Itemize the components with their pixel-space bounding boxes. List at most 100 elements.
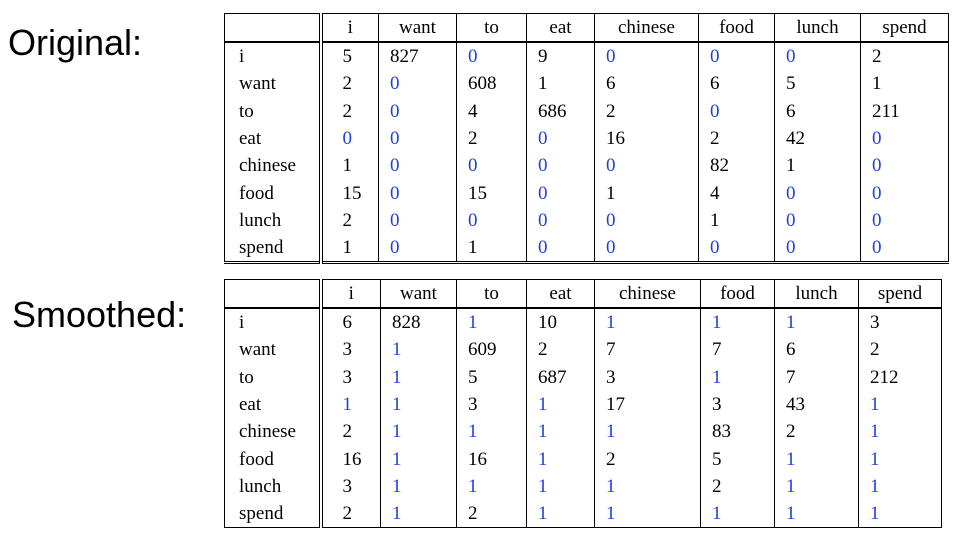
- count-cell: 1: [318, 390, 381, 419]
- column-header-chinese: chinese: [594, 13, 699, 43]
- table-row: to 3 1 5 687 3 1 7 212: [224, 363, 942, 391]
- count-cell: 7: [774, 363, 859, 391]
- table-header-row: i want to eat chinese food lunch spend: [224, 279, 942, 309]
- count-cell: 2: [318, 500, 381, 529]
- count-cell: 1: [700, 500, 775, 529]
- count-cell: 3: [456, 390, 527, 419]
- count-cell: 0: [698, 234, 775, 265]
- column-header-i: i: [318, 13, 379, 43]
- count-cell: 0: [526, 179, 595, 207]
- count-cell: 6: [318, 307, 381, 337]
- count-cell: 0: [378, 179, 457, 207]
- count-cell: 0: [378, 206, 457, 235]
- count-cell: 0: [594, 234, 699, 265]
- count-cell: 16: [456, 445, 527, 473]
- count-cell: 0: [526, 124, 595, 153]
- count-cell: 4: [698, 179, 775, 207]
- count-cell: 687: [526, 363, 595, 391]
- smoothed-bigram-table: i want to eat chinese food lunch spend i 6 828 1 10…: [224, 279, 942, 529]
- row-header-eat: eat: [224, 390, 321, 419]
- count-cell: 1: [526, 418, 595, 446]
- count-cell: 0: [594, 152, 699, 180]
- count-cell: 0: [774, 41, 861, 71]
- count-cell: 16: [318, 445, 381, 473]
- count-cell: 1: [380, 472, 457, 501]
- count-cell: 9: [526, 41, 595, 71]
- count-cell: 83: [700, 418, 775, 446]
- count-cell: 1: [774, 307, 859, 337]
- count-cell: 0: [860, 152, 949, 180]
- count-cell: 1: [594, 179, 699, 207]
- count-cell: 0: [698, 97, 775, 125]
- column-header-lunch: lunch: [774, 13, 861, 43]
- count-cell: 0: [526, 234, 595, 265]
- count-cell: 2: [774, 418, 859, 446]
- count-cell: 608: [456, 70, 527, 98]
- row-header-food: food: [224, 179, 321, 207]
- count-cell: 1: [526, 70, 595, 98]
- count-cell: 1: [380, 336, 457, 364]
- row-header-want: want: [224, 336, 321, 364]
- column-header-lunch: lunch: [774, 279, 859, 309]
- corner-header-cell: [224, 279, 321, 309]
- count-cell: 16: [594, 124, 699, 153]
- count-cell: 0: [594, 41, 699, 71]
- count-cell: 2: [318, 418, 381, 446]
- count-cell: 828: [380, 307, 457, 337]
- column-header-food: food: [698, 13, 775, 43]
- count-cell: 6: [698, 70, 775, 98]
- count-cell: 0: [378, 234, 457, 265]
- table-row: food 16 1 16 1 2 5 1 1: [224, 445, 942, 473]
- count-cell: 0: [378, 70, 457, 98]
- table-row: eat 0 0 2 0 16 2 42 0: [224, 124, 949, 153]
- count-cell: 1: [698, 206, 775, 235]
- count-cell: 1: [456, 418, 527, 446]
- count-cell: 1: [380, 500, 457, 529]
- count-cell: 0: [594, 206, 699, 235]
- count-cell: 4: [456, 97, 527, 125]
- column-header-chinese: chinese: [594, 279, 701, 309]
- count-cell: 2: [858, 336, 942, 364]
- count-cell: 3: [858, 307, 942, 337]
- row-header-to: to: [224, 97, 321, 125]
- count-cell: 2: [318, 70, 379, 98]
- count-cell: 2: [526, 336, 595, 364]
- count-cell: 1: [594, 500, 701, 529]
- table-row: spend 1 0 1 0 0 0 0 0: [224, 234, 949, 265]
- count-cell: 0: [774, 179, 861, 207]
- column-header-want: want: [378, 13, 457, 43]
- table-row: i 5 827 0 9 0 0 0 2: [224, 41, 949, 71]
- count-cell: 1: [526, 472, 595, 501]
- count-cell: 5: [318, 41, 379, 71]
- count-cell: 1: [318, 152, 379, 180]
- column-header-spend: spend: [858, 279, 942, 309]
- count-cell: 7: [594, 336, 701, 364]
- count-cell: 2: [594, 97, 699, 125]
- count-cell: 1: [456, 234, 527, 265]
- smoothed-label: Smoothed:: [12, 294, 187, 335]
- count-cell: 1: [774, 500, 859, 529]
- count-cell: 1: [380, 363, 457, 391]
- count-cell: 212: [858, 363, 942, 391]
- count-cell: 3: [700, 390, 775, 419]
- count-cell: 2: [594, 445, 701, 473]
- table-row: chinese 1 0 0 0 0 82 1 0: [224, 152, 949, 180]
- count-cell: 5: [774, 70, 861, 98]
- count-cell: 6: [774, 336, 859, 364]
- count-cell: 827: [378, 41, 457, 71]
- row-header-want: want: [224, 70, 321, 98]
- count-cell: 5: [700, 445, 775, 473]
- count-cell: 1: [526, 390, 595, 419]
- count-cell: 0: [860, 234, 949, 265]
- count-cell: 1: [774, 152, 861, 180]
- count-cell: 1: [456, 307, 527, 337]
- count-cell: 1: [380, 445, 457, 473]
- count-cell: 0: [774, 234, 861, 265]
- count-cell: 0: [860, 179, 949, 207]
- count-cell: 1: [526, 445, 595, 473]
- count-cell: 0: [456, 152, 527, 180]
- column-header-eat: eat: [526, 13, 595, 43]
- row-header-lunch: lunch: [224, 472, 321, 501]
- count-cell: 1: [380, 390, 457, 419]
- count-cell: 1: [456, 472, 527, 501]
